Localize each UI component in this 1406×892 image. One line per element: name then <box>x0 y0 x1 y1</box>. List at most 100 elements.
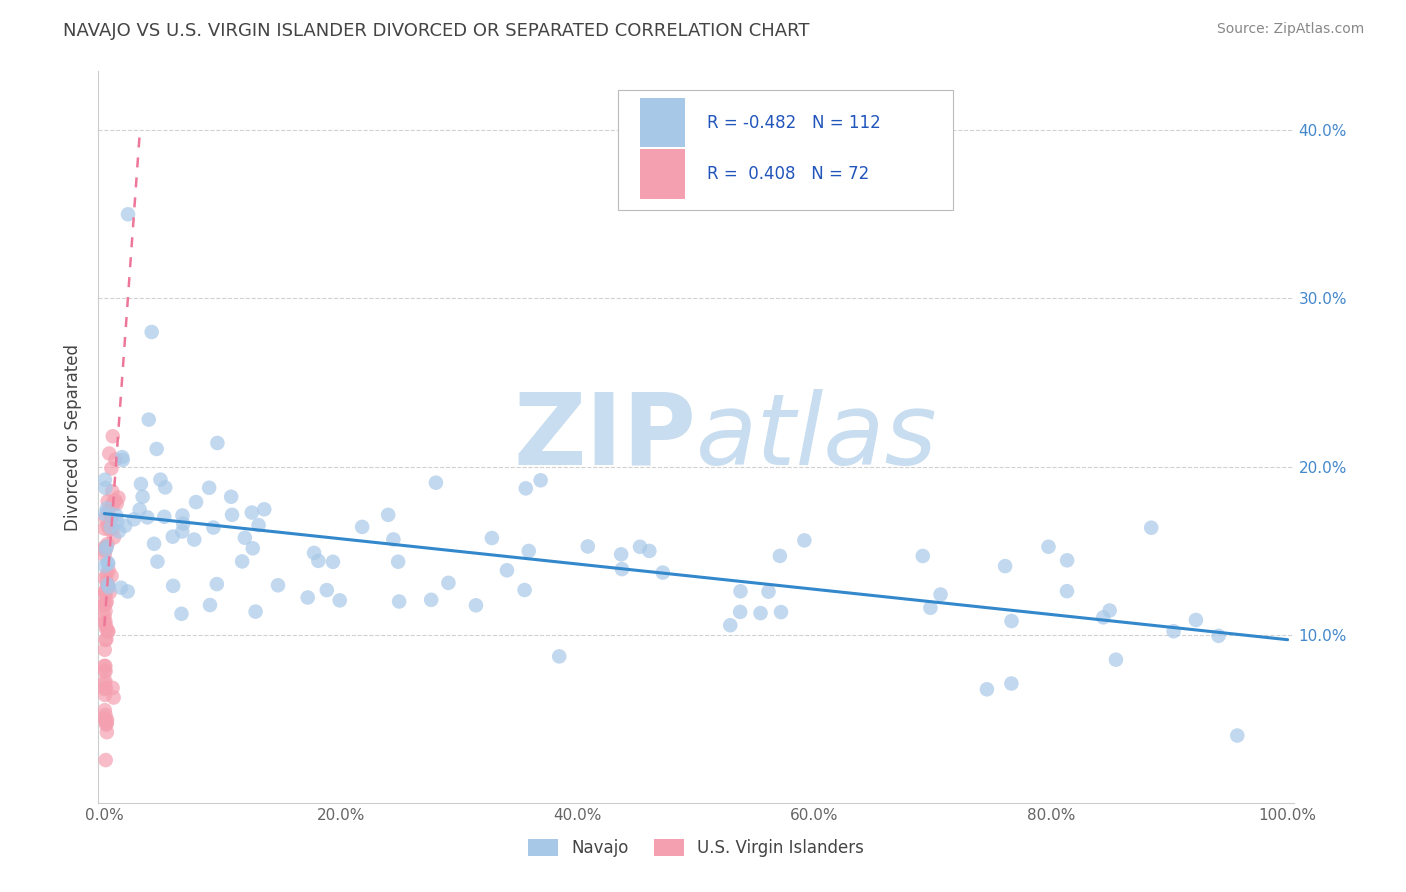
Point <box>297 591 319 605</box>
Point <box>1140 521 1163 535</box>
Point <box>162 579 184 593</box>
Point <box>93 549 115 563</box>
Point <box>749 606 772 620</box>
Legend: Navajo, U.S. Virgin Islanders: Navajo, U.S. Virgin Islanders <box>522 832 870 864</box>
Point <box>172 524 194 539</box>
Point <box>141 325 163 339</box>
Point <box>94 708 117 723</box>
Point <box>94 714 117 728</box>
Point <box>496 563 519 577</box>
Text: Source: ZipAtlas.com: Source: ZipAtlas.com <box>1216 22 1364 37</box>
Point <box>97 505 120 519</box>
Point <box>242 541 264 556</box>
Point <box>94 714 117 729</box>
Point <box>97 494 120 508</box>
Point <box>94 681 117 695</box>
Point <box>146 555 169 569</box>
Point <box>202 520 225 534</box>
Point <box>728 605 751 619</box>
Point <box>425 475 447 490</box>
Point <box>1056 584 1078 599</box>
Point <box>94 596 117 610</box>
Point <box>149 473 172 487</box>
Point <box>100 461 122 475</box>
Point <box>94 543 117 558</box>
Text: R =  0.408   N = 72: R = 0.408 N = 72 <box>707 165 869 183</box>
Text: atlas: atlas <box>696 389 938 485</box>
Point <box>97 563 120 577</box>
Point <box>976 682 998 697</box>
Point <box>105 515 128 529</box>
Point <box>231 554 253 568</box>
Point <box>162 530 184 544</box>
Point <box>1098 603 1121 617</box>
Point <box>104 452 127 467</box>
Point <box>100 512 122 526</box>
Point <box>184 495 207 509</box>
Point <box>101 429 124 443</box>
Point <box>387 555 409 569</box>
Point <box>94 587 117 601</box>
Point <box>628 540 651 554</box>
Point <box>651 566 673 580</box>
Point <box>247 518 270 533</box>
Point <box>1208 629 1230 643</box>
Point <box>117 207 139 221</box>
Point <box>352 520 374 534</box>
Point <box>768 174 790 188</box>
Point <box>245 605 267 619</box>
Point <box>93 541 115 555</box>
Point <box>138 412 160 426</box>
Point <box>104 493 127 508</box>
Point <box>1092 610 1115 624</box>
Point <box>94 717 117 731</box>
Point <box>117 584 139 599</box>
Point <box>96 632 118 647</box>
Point <box>114 518 136 533</box>
Point <box>94 473 117 487</box>
Point <box>94 571 117 585</box>
Point <box>548 649 571 664</box>
Point <box>530 473 553 487</box>
Point <box>97 577 120 591</box>
Point <box>145 442 167 456</box>
Point <box>920 600 942 615</box>
Point <box>143 537 166 551</box>
Point <box>97 557 120 571</box>
Point <box>322 555 344 569</box>
Point <box>131 490 153 504</box>
Point <box>98 585 121 599</box>
Point <box>105 497 128 511</box>
Point <box>96 594 118 608</box>
Point <box>758 584 780 599</box>
Point <box>513 582 536 597</box>
Point <box>97 556 120 570</box>
Point <box>172 508 194 523</box>
Point <box>267 578 290 592</box>
Point <box>94 673 117 688</box>
Point <box>718 618 741 632</box>
Point <box>911 549 934 563</box>
FancyBboxPatch shape <box>619 90 953 211</box>
Point <box>96 567 118 582</box>
Point <box>307 554 329 568</box>
Point <box>465 599 488 613</box>
Point <box>1226 729 1249 743</box>
Point <box>515 481 537 495</box>
Point <box>96 716 118 731</box>
Point <box>94 659 117 673</box>
Point <box>96 622 118 636</box>
Point <box>1038 540 1060 554</box>
Point <box>1163 624 1185 639</box>
Point <box>93 658 115 673</box>
Text: NAVAJO VS U.S. VIRGIN ISLANDER DIVORCED OR SEPARATED CORRELATION CHART: NAVAJO VS U.S. VIRGIN ISLANDER DIVORCED … <box>63 22 810 40</box>
Point <box>1105 653 1128 667</box>
Point <box>219 490 242 504</box>
Point <box>107 491 129 505</box>
Point <box>420 592 443 607</box>
Point <box>94 664 117 678</box>
Point <box>198 598 221 612</box>
Point <box>205 577 228 591</box>
Point <box>97 579 120 593</box>
Point <box>96 540 118 554</box>
